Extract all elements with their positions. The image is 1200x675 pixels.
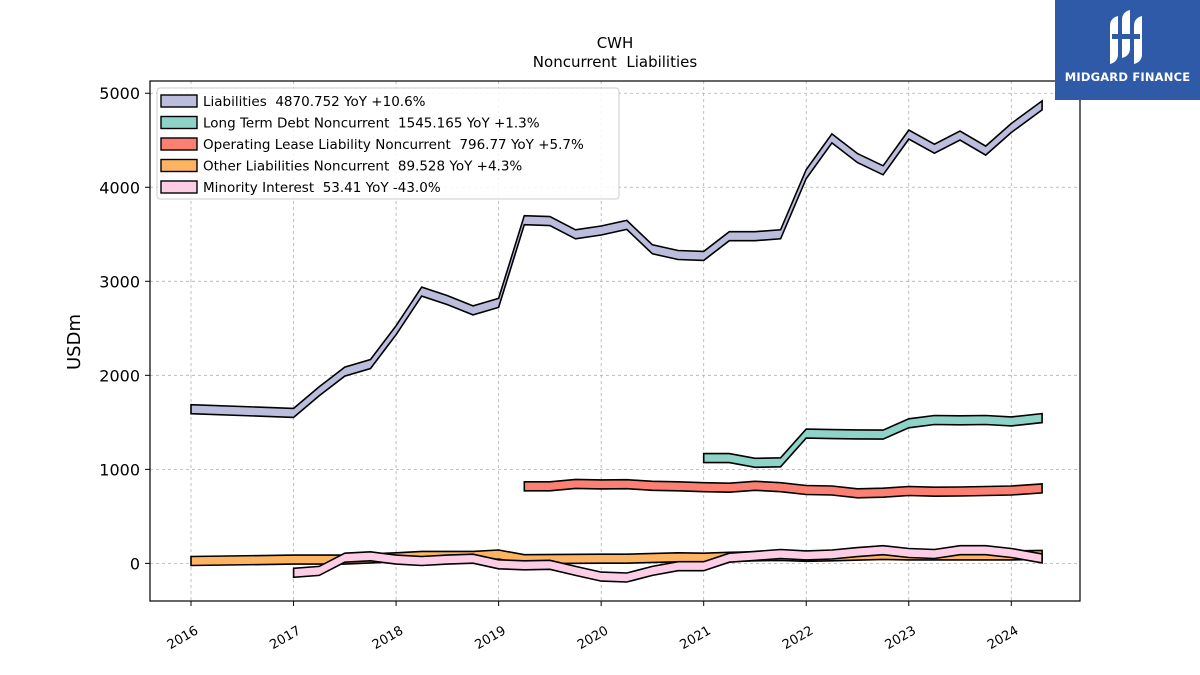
series-line-operating-lease-liability-noncurrent [523, 478, 1043, 499]
x-tick-label: 2024 [985, 623, 1021, 653]
legend-entry: Other Liabilities Noncurrent 89.528 YoY … [203, 159, 522, 175]
legend-swatch [160, 180, 198, 194]
y-tick-label: 3000 [99, 272, 140, 291]
legend-entry: Long Term Debt Noncurrent 1545.165 YoY +… [203, 116, 540, 132]
legend-entry: Liabilities 4870.752 YoY +10.6% [203, 94, 426, 110]
chart-subtitle: Noncurrent Liabilities [533, 53, 698, 71]
chart-title: CWH [597, 34, 634, 52]
brand-name: MIDGARD FINANCE [1064, 70, 1191, 84]
x-ticks: 2016 2017 2018 2019 2020 2021 2022 2023 2024 [165, 601, 1021, 653]
y-tick-label: 4000 [99, 178, 140, 197]
x-tick-label: 2021 [678, 623, 714, 653]
legend-swatch [160, 115, 198, 130]
x-tick-label: 2016 [165, 623, 201, 653]
y-ticks: 0 1000 2000 3000 4000 5000 [99, 84, 150, 573]
legend-swatch [160, 158, 198, 173]
midgard-logo-icon [1110, 10, 1142, 64]
brand-logo: MIDGARD FINANCE [1055, 0, 1200, 100]
legend-entry: Minority Interest 53.41 YoY -43.0% [203, 180, 441, 196]
legend-swatch [160, 137, 198, 151]
legend-entry: Operating Lease Liability Noncurrent 796… [203, 137, 584, 153]
x-tick-label: 2018 [370, 623, 406, 653]
series-line-long-term-debt-noncurrent [702, 412, 1043, 469]
x-tick-label: 2020 [575, 623, 611, 653]
x-tick-label: 2022 [780, 623, 816, 653]
x-tick-label: 2019 [472, 623, 508, 653]
series-line-liabilities [190, 99, 1043, 419]
y-tick-label: 2000 [99, 366, 140, 385]
plot-frame [149, 80, 1081, 602]
y-axis-label: USDm [64, 314, 85, 370]
legend: Liabilities 4870.752 YoY +10.6% Long Term… [156, 87, 620, 200]
y-tick-label: 1000 [99, 460, 140, 479]
x-tick-label: 2023 [883, 623, 919, 653]
y-tick-label: 0 [130, 554, 140, 573]
series-line-minority-interest [292, 544, 1043, 583]
series-layer [190, 99, 1043, 583]
y-tick-label: 5000 [99, 84, 140, 103]
legend-box [156, 87, 620, 200]
legend-swatch [160, 94, 198, 108]
x-tick-label: 2017 [267, 623, 303, 653]
